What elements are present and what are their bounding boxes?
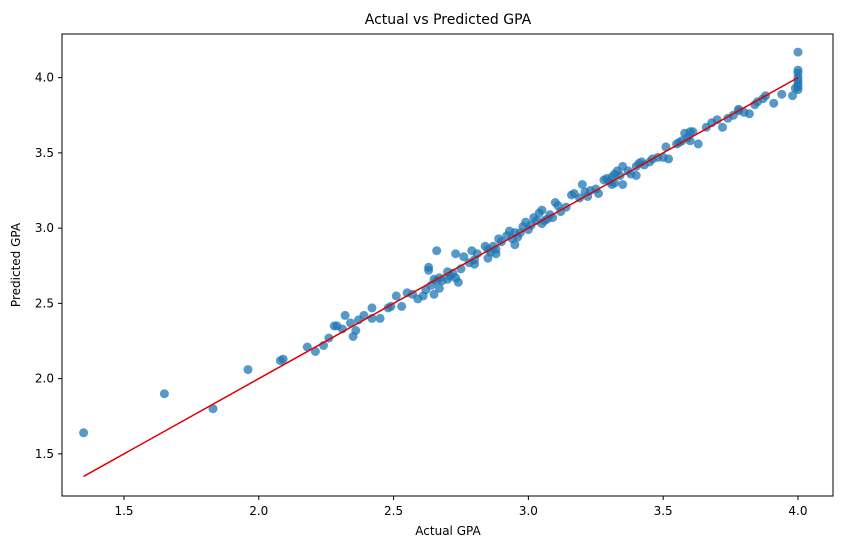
reference-line [83, 76, 799, 478]
data-point-13 [340, 310, 350, 320]
y-axis-label: Predicted GPA [9, 222, 23, 307]
data-point-32 [424, 265, 434, 275]
data-point-49 [459, 252, 469, 262]
reference-line-layer [83, 76, 799, 478]
data-point-7 [310, 347, 320, 356]
x-axis-label: Actual GPA [415, 524, 481, 538]
y-tick-label-2: 2.5 [35, 296, 54, 310]
axes-frame [61, 33, 834, 497]
data-point-21 [375, 313, 385, 323]
data-point-5 [278, 354, 288, 364]
data-point-128 [688, 127, 698, 137]
data-point-38 [434, 283, 444, 293]
data-point-6 [302, 342, 312, 352]
data-point-0 [79, 428, 89, 438]
x-tick-label-2: 2.5 [384, 504, 403, 518]
data-point-107 [618, 180, 628, 189]
data-point-1 [159, 389, 169, 399]
data-point-111 [631, 171, 641, 180]
y-tick-label-3: 3.0 [35, 221, 54, 235]
data-point-145 [777, 89, 787, 99]
data-point-18 [359, 310, 369, 320]
data-point-3 [243, 365, 253, 375]
data-point-119 [661, 142, 671, 152]
x-tick-label-5: 4.0 [788, 504, 807, 518]
data-point-47 [453, 277, 463, 287]
x-tick-label-1: 2.0 [249, 504, 268, 518]
chart-title: Actual vs Predicted GPA [365, 12, 532, 28]
data-point-2 [208, 404, 218, 414]
data-point-152 [793, 82, 803, 92]
data-point-91 [577, 180, 587, 189]
y-tick-label-0: 1.5 [35, 447, 54, 461]
data-point-144 [769, 98, 779, 108]
data-point-45 [451, 249, 461, 259]
x-axis-ticks: 1.5 2.0 2.5 3.0 3.5 4.0 [114, 496, 808, 518]
data-point-154 [793, 65, 803, 75]
data-point-25 [397, 301, 407, 311]
data-point-24 [391, 291, 401, 301]
data-point-133 [718, 122, 727, 132]
data-point-155 [793, 47, 803, 57]
data-point-36 [432, 246, 442, 256]
y-tick-label-4: 3.5 [35, 146, 54, 160]
x-tick-label-4: 3.5 [654, 504, 673, 518]
data-point-35 [429, 289, 439, 299]
data-point-19 [367, 303, 377, 313]
data-point-139 [744, 109, 754, 119]
y-tick-label-1: 2.0 [35, 372, 54, 386]
data-point-120 [664, 154, 674, 164]
y-tick-label-5: 4.0 [35, 71, 54, 85]
y-axis-ticks: 1.5 2.0 2.5 3.0 3.5 4.0 [35, 71, 62, 461]
data-point-96 [594, 189, 603, 198]
data-point-129 [693, 139, 703, 149]
data-point-53 [470, 259, 479, 269]
data-point-16 [351, 326, 361, 335]
data-point-14 [346, 318, 355, 328]
data-point-146 [788, 91, 798, 101]
data-point-67 [510, 240, 520, 250]
data-point-78 [537, 205, 547, 215]
x-tick-label-3: 3.0 [519, 504, 538, 518]
x-tick-label-0: 1.5 [114, 504, 133, 518]
